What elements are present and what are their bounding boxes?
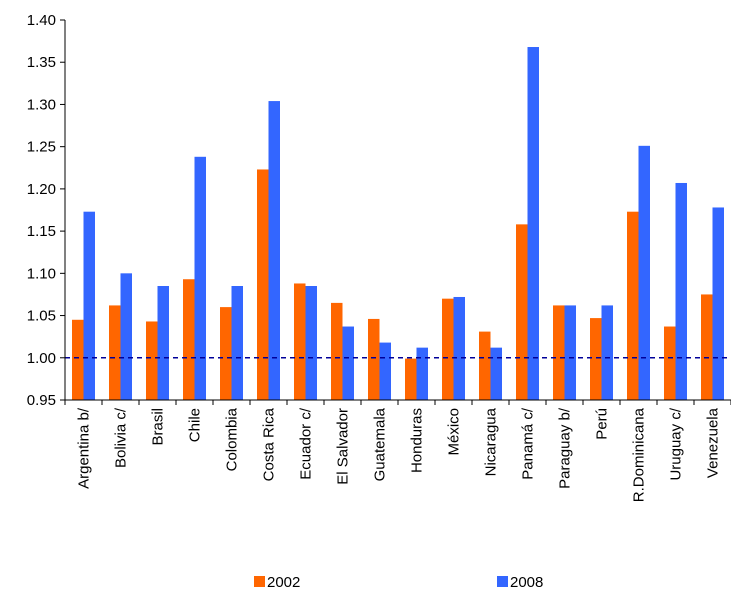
bar-2008-9	[416, 347, 428, 400]
bar-2002-10	[442, 298, 454, 400]
legend-label: 2008	[510, 574, 543, 591]
bar-2002-8	[368, 318, 380, 400]
bar-2002-11	[479, 331, 491, 400]
x-tick-label: Brasil	[150, 408, 167, 446]
bar-2008-3	[194, 156, 206, 400]
legend-swatch-2008	[497, 576, 508, 587]
bar-2008-4	[231, 286, 243, 400]
bar-2008-7	[342, 326, 354, 400]
y-tick-label: 1.05	[27, 308, 56, 325]
y-tick-label: 1.00	[27, 350, 56, 367]
y-tick-label: 1.10	[27, 265, 56, 282]
bar-2002-0	[72, 319, 84, 400]
bar-2002-15	[627, 211, 639, 400]
y-tick-label: 1.30	[27, 96, 56, 113]
bar-2008-15	[638, 145, 650, 400]
bar-2002-4	[220, 307, 232, 400]
x-tick-label: Argentina b/	[76, 407, 93, 489]
x-tick-label: México	[446, 408, 463, 456]
x-tick-label: Panamá c/	[520, 407, 537, 480]
bar-2002-14	[590, 318, 602, 400]
bar-2008-11	[490, 347, 502, 400]
bar-2002-17	[701, 294, 713, 400]
x-tick-label: El Salvador	[335, 408, 352, 485]
bar-2008-2	[157, 286, 169, 400]
x-tick-label: Paraguay b/	[557, 407, 574, 489]
x-tick-label: Bolivia c/	[113, 407, 130, 468]
bar-2002-12	[516, 224, 528, 400]
bar-2008-14	[601, 305, 613, 400]
bar-2008-10	[453, 296, 465, 400]
legend-label: 2002	[267, 574, 300, 591]
y-tick-label: 1.15	[27, 223, 56, 240]
y-tick-label: 1.40	[27, 12, 56, 29]
bar-2002-13	[553, 305, 565, 400]
bar-2008-12	[527, 47, 539, 401]
bar-2008-6	[305, 286, 317, 400]
x-tick-label: Chile	[187, 408, 204, 442]
legend: 2002 2008	[254, 574, 543, 591]
x-tick-label: Ecuador c/	[298, 407, 315, 480]
bar-2008-13	[564, 305, 576, 400]
bar-2008-5	[268, 101, 280, 400]
bar-2008-0	[83, 211, 95, 400]
y-tick-label: 1.20	[27, 181, 56, 198]
x-tick-label: Perú	[594, 408, 611, 440]
x-tick-label: Venezuela	[705, 407, 722, 478]
y-tick-label: 1.35	[27, 54, 56, 71]
x-tick-label: Honduras	[409, 408, 426, 473]
bar-2002-3	[183, 279, 195, 400]
bar-2002-2	[146, 321, 158, 400]
bar-2008-17	[712, 207, 724, 400]
legend-swatch-2002	[254, 576, 265, 587]
bar-2002-9	[405, 358, 417, 400]
x-tick-label: Guatemala	[372, 407, 389, 481]
x-tick-label: Uruguay c/	[668, 407, 685, 480]
bar-2008-8	[379, 342, 391, 400]
bar-2008-16	[675, 182, 687, 400]
x-tick-label: Nicaragua	[483, 407, 500, 476]
bar-2002-16	[664, 326, 676, 400]
bar-2002-6	[294, 283, 306, 400]
y-tick-label: 1.25	[27, 139, 56, 156]
bar-2008-1	[120, 273, 132, 400]
y-tick-label: 0.95	[27, 392, 56, 409]
plot-area: 0.95 1.00 1.05 1.10 1.15 1.20 1.25 1.30 1.35 1.40…	[27, 12, 731, 502]
bar-2002-1	[109, 305, 121, 400]
bar-2002-7	[331, 302, 343, 400]
x-tick-label: R.Dominicana	[631, 407, 648, 502]
x-tick-label: Costa Rica	[261, 407, 278, 481]
bar-2002-5	[257, 169, 269, 400]
x-tick-label: Colombia	[224, 407, 241, 471]
